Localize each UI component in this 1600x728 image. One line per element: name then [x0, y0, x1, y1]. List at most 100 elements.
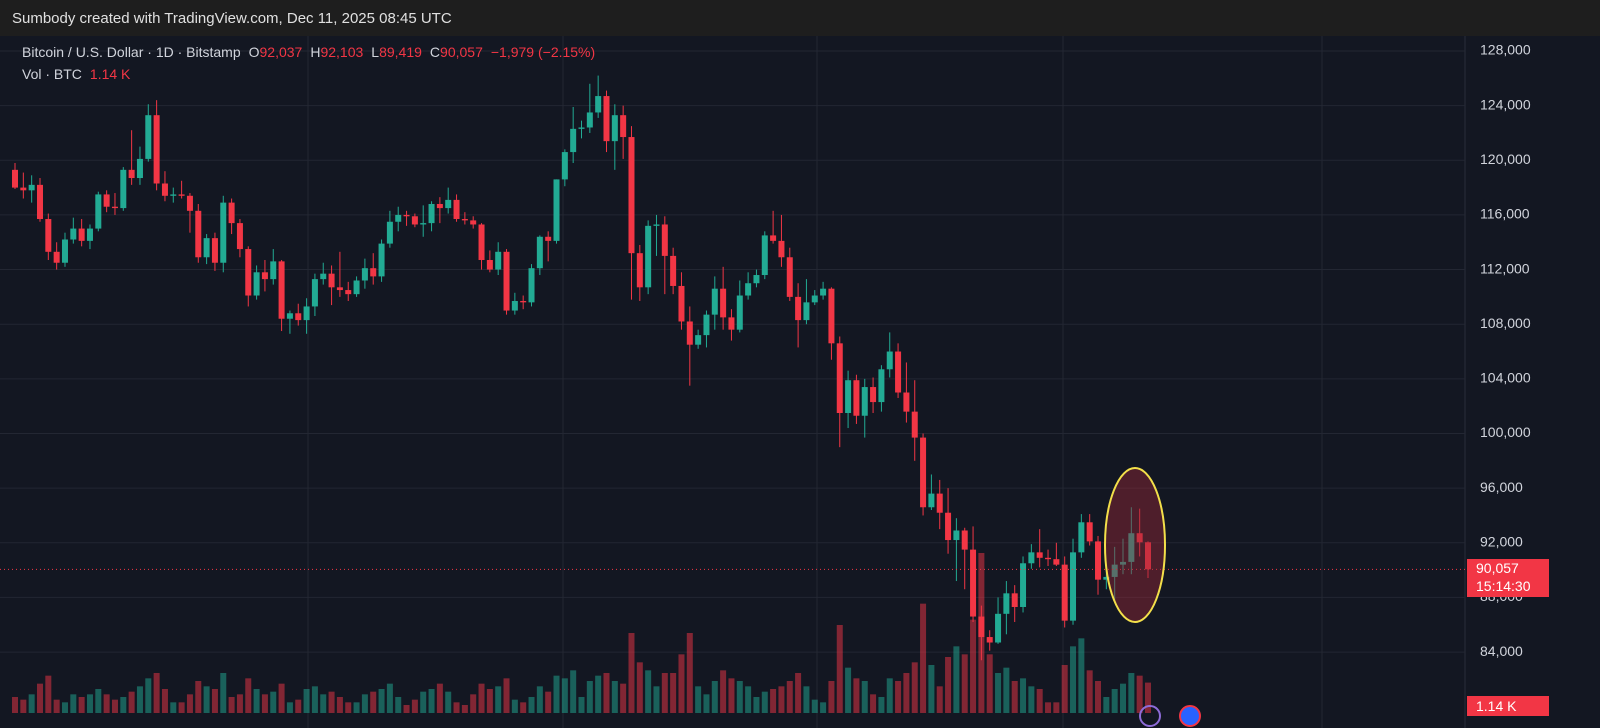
volume-bar: [453, 702, 460, 713]
candle-body: [270, 261, 277, 280]
close-label: C: [429, 44, 441, 60]
volume-bar: [203, 686, 210, 713]
high-label: H: [310, 44, 321, 60]
volume-bar: [253, 689, 260, 713]
volume-bar: [645, 670, 652, 713]
candle-body: [61, 239, 68, 263]
volume-bar: [403, 705, 410, 713]
volume-bar: [603, 673, 610, 713]
volume-bar: [878, 697, 885, 713]
candle-body: [1103, 576, 1110, 580]
candle-body: [220, 202, 227, 263]
candle-body: [153, 115, 160, 184]
volume-bar: [286, 702, 293, 713]
volume-bar: [561, 678, 568, 713]
candle-body: [1061, 564, 1068, 621]
candle-body: [320, 273, 327, 280]
candle-body: [620, 115, 627, 138]
icon: [1179, 705, 1201, 727]
volume-bar: [111, 699, 118, 713]
volume-bar: [1020, 678, 1027, 713]
candle-body: [236, 223, 243, 250]
candle-body: [245, 249, 252, 296]
volume-bar: [470, 694, 477, 713]
volume-bar: [378, 689, 385, 713]
volume-bar: [870, 694, 877, 713]
volume-bar: [103, 694, 110, 713]
candle-body: [511, 300, 518, 311]
candle-body: [786, 257, 793, 297]
volume-bar: [836, 625, 843, 713]
volume-bar: [528, 697, 535, 713]
volume-bar: [178, 702, 185, 713]
volume-bar: [903, 673, 910, 713]
volume-bar: [678, 654, 685, 713]
highlight-ellipse: [1104, 467, 1166, 623]
volume-bar: [411, 699, 418, 713]
candle-body: [645, 225, 652, 288]
candle-body: [420, 223, 427, 225]
volume-bar: [86, 694, 93, 713]
volume-bar: [220, 673, 227, 713]
volume-bar: [795, 673, 802, 713]
volume-bar: [736, 681, 743, 713]
volume-bar: [70, 694, 77, 713]
volume-bar: [95, 689, 102, 713]
candle-body: [203, 238, 210, 258]
volume-bar: [28, 694, 35, 713]
candle-body: [670, 255, 677, 286]
volume-bar: [811, 699, 818, 713]
candle-body: [1020, 563, 1027, 607]
icon: [1139, 705, 1161, 727]
volume-bar: [1036, 689, 1043, 713]
volume-bar: [728, 678, 735, 713]
candle-body: [395, 214, 402, 222]
candle-body: [20, 187, 27, 191]
volume-bar: [661, 673, 668, 713]
candle-body: [745, 283, 752, 296]
volume-bar: [445, 691, 452, 713]
volume-bar: [945, 657, 952, 713]
volume-bar: [595, 675, 602, 713]
volume-bar: [628, 633, 635, 713]
volume-bar: [1078, 638, 1085, 713]
candle-body: [961, 530, 968, 550]
y-tick-label: 128,000: [1480, 42, 1531, 58]
volume-bar: [211, 689, 218, 713]
candle-body: [636, 253, 643, 288]
candle-body: [728, 317, 735, 330]
candle-body: [311, 279, 318, 307]
candle-body: [953, 530, 960, 541]
candle-body: [920, 437, 927, 508]
volume-bar: [961, 654, 968, 713]
volume-bar: [520, 702, 527, 713]
volume-bar: [353, 702, 360, 713]
volume-bar: [145, 678, 152, 713]
candle-body: [345, 290, 352, 295]
candle-body: [603, 96, 610, 142]
candle-body: [828, 288, 835, 344]
volume-bar: [45, 675, 52, 713]
candle-body: [611, 115, 618, 142]
volume-bar: [61, 702, 68, 713]
candle-body: [495, 251, 502, 270]
volume-bar: [311, 686, 318, 713]
candle-body: [428, 203, 435, 224]
candle-body: [986, 637, 993, 643]
candle-body: [78, 228, 85, 241]
candle-body: [570, 128, 577, 153]
candle-body: [878, 369, 885, 403]
candle-body: [170, 194, 177, 196]
candle-body: [678, 285, 685, 322]
candle-body: [503, 251, 510, 311]
candle-body: [453, 199, 460, 220]
volume-bar: [1095, 681, 1102, 713]
volume-bar: [170, 702, 177, 713]
candle-body: [303, 306, 310, 321]
candle-body: [1095, 541, 1102, 580]
candle-body: [70, 228, 77, 240]
volume-bar: [303, 689, 310, 713]
candle-body: [845, 380, 852, 414]
